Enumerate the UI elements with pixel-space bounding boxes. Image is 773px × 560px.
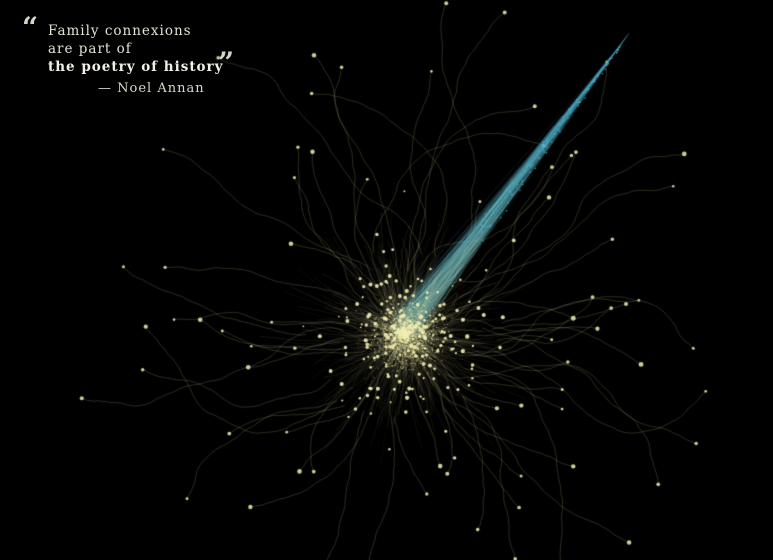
quote-line-1: Family connexions: [48, 23, 192, 39]
close-quote-icon: ”: [218, 46, 235, 79]
quote-author: — Noel Annan: [98, 81, 205, 96]
open-quote-icon: “: [22, 11, 39, 44]
quote-line-2: are part of: [48, 41, 132, 57]
quote-line-3: the poetry of history: [48, 59, 224, 75]
quote-text: Family connexions are part of the poetry…: [48, 22, 224, 76]
